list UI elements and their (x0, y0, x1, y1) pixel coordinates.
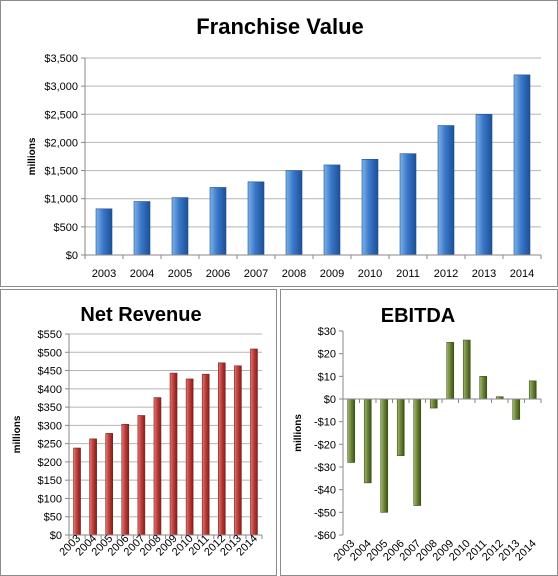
franchise-value-bar-2013 (475, 113, 493, 256)
franchise-value-bar-2011 (399, 153, 417, 256)
y-tick-label: $3,000 (44, 81, 78, 93)
y-tick-label: $0 (324, 394, 336, 406)
ebitda-bar-2005 (380, 398, 389, 513)
ebitda-bar-2009 (446, 342, 455, 400)
x-tick-label: 2004 (130, 268, 154, 280)
net-revenue-bar-2011 (201, 373, 210, 536)
y-tick-label: $550 (38, 329, 62, 341)
x-tick-label: 2003 (92, 268, 116, 280)
y-tick-label: $20 (318, 349, 336, 361)
ebitda-bar-2004 (363, 398, 372, 484)
x-tick-label: 2008 (282, 268, 306, 280)
y-tick-label: -$50 (314, 507, 336, 519)
net-revenue-bar-2005 (105, 433, 114, 536)
x-tick-label: 2009 (320, 268, 344, 280)
y-tick-label: $0 (66, 250, 78, 262)
franchise-value-bar-2012 (437, 125, 455, 256)
net-revenue-bar-2004 (89, 438, 97, 536)
y-tick-label: $500 (54, 222, 78, 234)
ebitda-bar-2003 (347, 398, 356, 463)
franchise-value-chart-panel: Franchise Value millions $0 $500 $1,000 $1,50… (0, 0, 558, 287)
franchise-value-chart: Franchise Value millions $0 $500 $1,000 $1,50… (27, 14, 542, 280)
y-tick-label: $50 (44, 512, 62, 524)
franchise-value-bar-2008 (285, 170, 303, 256)
y-tick-label: $1,500 (44, 166, 78, 178)
y-tick-label: $400 (38, 384, 62, 396)
y-tick-label: -$60 (314, 530, 336, 542)
ebitda-chart: EBITDA millions -$60 -$50 -$40 -$30 -$20 -$10 $0… (293, 305, 542, 563)
y-tick-label: $150 (38, 475, 62, 487)
franchise-value-bar-2006 (209, 187, 227, 256)
y-tick-label: $350 (38, 402, 62, 414)
y-tick-label: -$20 (314, 439, 336, 451)
x-tick-label: 2011 (396, 268, 420, 280)
y-tick-label: $200 (38, 457, 62, 469)
franchise-value-bar-2009 (323, 164, 341, 256)
y-tick-label: $3,500 (44, 53, 78, 65)
franchise-value-bar-2005 (171, 197, 189, 256)
net-revenue-chart-panel: Net Revenue millions $0 $50 $100 $150 $200 $250… (0, 289, 277, 576)
franchise-value-bar-2014 (513, 74, 531, 256)
ebitda-bar-2010 (462, 339, 471, 400)
y-tick-label: $500 (38, 347, 62, 359)
y-axis-label: millions (293, 414, 304, 452)
net-revenue-bar-2014 (250, 348, 258, 536)
x-tick-label: 2013 (472, 268, 496, 280)
y-tick-label: $100 (38, 493, 62, 505)
y-tick-label: $2,500 (44, 109, 78, 121)
y-tick-label: $2,000 (44, 137, 78, 149)
y-axis-label: millions (12, 415, 23, 453)
ebitda-bar-2007 (413, 398, 422, 506)
x-tick-label: 2005 (168, 268, 192, 280)
net-revenue-chart: Net Revenue millions $0 $50 $100 $150 $200 $250… (12, 304, 263, 558)
franchise-value-bar-2004 (133, 201, 151, 256)
y-tick-label: $250 (38, 439, 62, 451)
chart-title: EBITDA (381, 305, 455, 327)
x-tick-label: 2012 (434, 268, 458, 280)
net-revenue-bar-2012 (217, 362, 226, 536)
y-tick-label: $0 (50, 530, 62, 542)
net-revenue-bar-2003 (73, 447, 81, 536)
y-tick-label: $30 (318, 326, 336, 338)
y-tick-label: $10 (318, 371, 336, 383)
y-tick-label: $1,000 (44, 194, 78, 206)
ebitda-bar-2014 (528, 380, 537, 400)
y-axis-label: millions (27, 137, 38, 175)
y-tick-label: -$40 (314, 485, 336, 497)
chart-title: Franchise Value (196, 14, 364, 39)
y-tick-label: $300 (38, 420, 62, 432)
x-tick-label: 2007 (244, 268, 268, 280)
ebitda-bar-2011 (479, 376, 488, 400)
y-tick-label: -$10 (314, 417, 336, 429)
chart-title: Net Revenue (80, 304, 201, 326)
franchise-value-bar-2007 (247, 181, 265, 256)
ebitda-bar-2006 (396, 398, 405, 456)
x-tick-label: 2014 (510, 268, 534, 280)
x-tick-label: 2006 (206, 268, 230, 280)
net-revenue-bar-2007 (137, 415, 146, 536)
net-revenue-bar-2010 (185, 378, 194, 536)
ebitda-bar-2013 (512, 398, 521, 420)
ebitda-bar-2008 (429, 398, 438, 409)
y-tick-label: -$30 (314, 462, 336, 474)
y-tick-label: $450 (38, 366, 62, 378)
franchise-value-bar-2010 (361, 159, 379, 256)
net-revenue-bar-2006 (121, 423, 130, 536)
ebitda-chart-panel: EBITDA millions -$60 -$50 -$40 -$30 -$20 -$10 $0… (280, 289, 558, 576)
net-revenue-bar-2013 (234, 365, 242, 536)
net-revenue-bar-2008 (153, 397, 162, 536)
x-tick-label: 2010 (358, 268, 382, 280)
franchise-value-bar-2003 (95, 208, 113, 256)
net-revenue-bar-2009 (169, 372, 178, 536)
